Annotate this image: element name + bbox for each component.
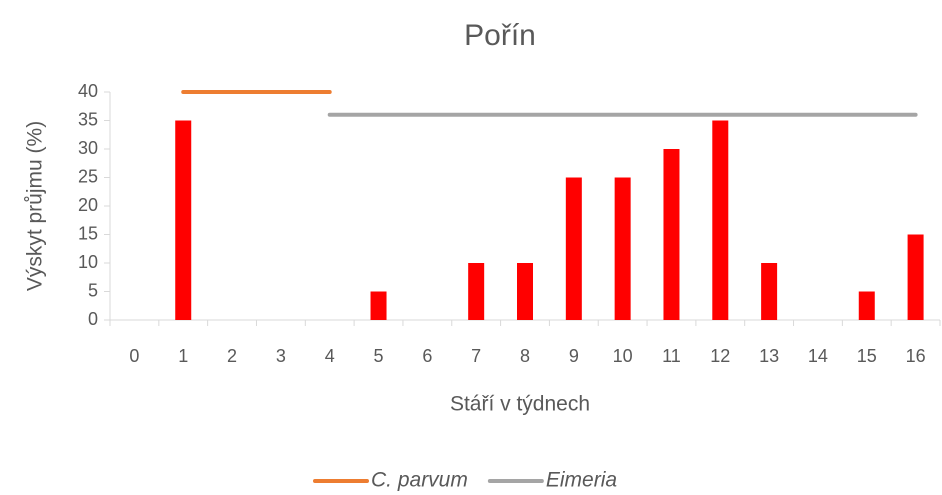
y-tick-label: 40 (78, 81, 98, 101)
y-tick-label: 20 (78, 195, 98, 215)
x-tick-label: 15 (857, 346, 877, 366)
bar (175, 120, 192, 320)
y-tick-label: 15 (78, 223, 98, 243)
x-tick-label: 10 (613, 346, 633, 366)
x-tick-label: 6 (422, 346, 432, 366)
y-tick-label: 25 (78, 166, 98, 186)
x-tick-label: 11 (662, 346, 681, 366)
bar (663, 149, 680, 320)
bar (468, 263, 485, 320)
x-tick-label: 8 (520, 346, 530, 366)
y-tick-label: 5 (88, 280, 98, 300)
x-tick-label: 9 (569, 346, 579, 366)
x-tick-label: 14 (808, 346, 828, 366)
x-tick-label: 16 (906, 346, 926, 366)
bar (761, 263, 778, 320)
x-tick-label: 5 (374, 346, 384, 366)
y-tick-label: 35 (78, 109, 98, 129)
x-tick-label: 3 (276, 346, 286, 366)
bar (565, 177, 582, 320)
bar (614, 177, 631, 320)
x-tick-label: 12 (710, 346, 730, 366)
bar (370, 291, 387, 320)
chart-title: Pořín (464, 19, 536, 52)
y-tick-label: 10 (78, 252, 98, 272)
y-tick-label: 0 (88, 309, 98, 329)
x-tick-label: 0 (129, 346, 139, 366)
legend-label: C. parvum (371, 469, 468, 492)
x-tick-label: 2 (227, 346, 237, 366)
bar (858, 291, 875, 320)
x-tick-label: 1 (178, 346, 188, 366)
bar (517, 263, 533, 320)
legend-label: Eimeria (546, 469, 617, 492)
x-axis-label: Stáří v týdnech (450, 393, 590, 416)
bar (712, 120, 729, 320)
x-tick-label: 7 (471, 346, 481, 366)
x-tick-label: 13 (759, 346, 779, 366)
bar (907, 234, 924, 320)
x-tick-label: 4 (325, 346, 335, 366)
y-axis-label: Výskyt průjmu (%) (24, 121, 47, 291)
y-tick-label: 30 (78, 138, 98, 158)
